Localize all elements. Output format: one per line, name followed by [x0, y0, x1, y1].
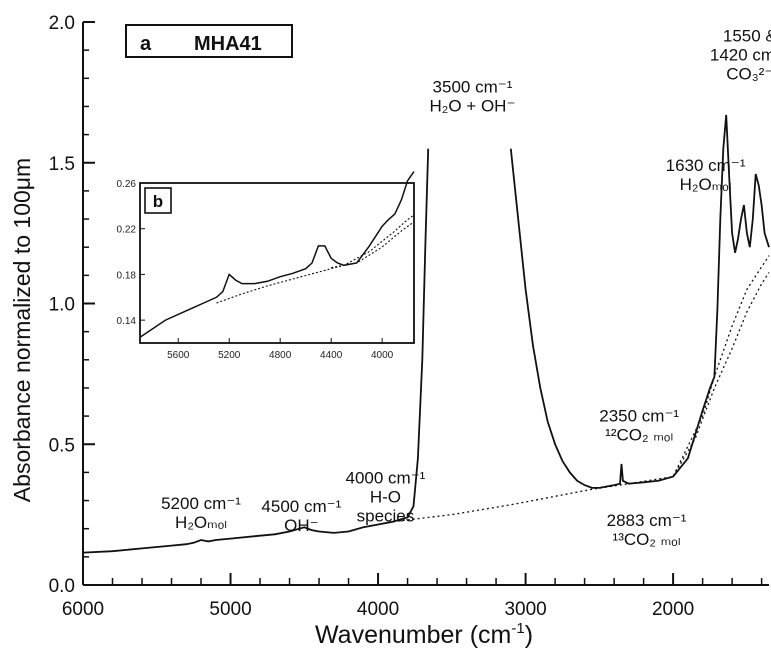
inset-y-tick-label: 0.26 — [117, 179, 137, 190]
x-axis-title-close: ) — [525, 621, 533, 649]
main-plot-area — [82, 114, 770, 554]
annotation-line: 1550 & — [723, 27, 771, 46]
x-tick-label: 4000 — [357, 599, 399, 620]
inset-frame — [139, 182, 415, 344]
inset-x-tick-label: 4000 — [371, 350, 394, 361]
y-tick-label: 1.0 — [49, 295, 75, 316]
baseline-line — [392, 255, 770, 523]
spectrum-line — [509, 114, 770, 489]
annotation-a5: 2350 cm⁻¹ ¹²CO₂ ₘₒₗ — [599, 407, 679, 445]
inset-baseline-line — [331, 221, 415, 269]
panel-label-box — [125, 24, 293, 58]
sample-label: MHA41 — [194, 33, 262, 55]
inset-y-tick-label: 0.18 — [117, 270, 137, 281]
inset-y-tick-label: 0.22 — [117, 225, 137, 236]
x-tick-label: 6000 — [62, 599, 104, 620]
inset-spectrum-line — [139, 171, 415, 338]
annotation-a1: 5200 cm⁻¹ H₂Oₘₒₗ — [161, 494, 241, 532]
annotation-line: H₂Oₘₒₗ — [680, 175, 732, 194]
y-tick-label: 0.0 — [49, 576, 75, 597]
chart-labels: a MHA41 Wavenumber (cm-1) Absorbance nor… — [9, 24, 771, 649]
annotation-line: ¹³CO₂ ₘₒₗ — [613, 530, 681, 549]
panel-label-b: b — [153, 192, 163, 211]
annotation-a3: 4000 cm⁻¹ H-O species — [346, 469, 426, 526]
y-tick-label: 1.5 — [49, 154, 75, 175]
inset-label-box — [144, 187, 172, 214]
y-axis-title: Absorbance normalized to 100μm — [9, 158, 35, 502]
annotation-line: 1630 cm⁻¹ — [666, 156, 746, 175]
annotation-line: 2350 cm⁻¹ — [599, 407, 679, 426]
x-axis-title-main: Wavenumber (cm — [315, 621, 511, 649]
annotation-line: H₂Oₘₒₗ — [175, 513, 227, 532]
x-axis-title-sup: -1 — [511, 620, 524, 637]
inset-y-tick-label: 0.14 — [117, 316, 137, 327]
panel-label-a: a — [140, 33, 152, 55]
spectrum-line — [82, 148, 430, 554]
annotation-line: ¹²CO₂ ₘₒₗ — [605, 426, 673, 445]
main-axes: 6000 5000 4000 3000 2000 0.0 0.5 1.0 1.5 2.0 — [49, 13, 769, 620]
x-tick-label: 5000 — [209, 599, 251, 620]
annotation-line: 5200 cm⁻¹ — [161, 494, 241, 513]
inset-panel-b: b 5600 5200 4800 4400 4000 0.14 0.18 0.22 0.26 — [117, 171, 415, 361]
annotation-line: H₂O + OH⁻ — [429, 96, 515, 115]
x-axis-title: Wavenumber (cm-1) — [315, 620, 533, 649]
annotation-line: 3500 cm⁻¹ — [433, 77, 513, 96]
x-tick-label: 3000 — [504, 599, 546, 620]
annotation-line: 4500 cm⁻¹ — [261, 497, 341, 516]
inset-baseline-line — [216, 214, 415, 304]
inset-x-tick-label: 5600 — [167, 350, 190, 361]
annotation-line: 4000 cm⁻¹ — [346, 469, 426, 488]
annotation-a7: 1630 cm⁻¹ H₂Oₘₒₗ — [666, 156, 746, 194]
annotation-a4: 3500 cm⁻¹ H₂O + OH⁻ — [429, 77, 515, 115]
y-tick-label: 2.0 — [49, 13, 75, 34]
baseline-line — [672, 272, 770, 477]
inset-x-tick-label: 4800 — [269, 350, 292, 361]
x-tick-label: 2000 — [652, 599, 694, 620]
annotation-a2: 4500 cm⁻¹ OH⁻ — [261, 497, 341, 535]
annotation-line: CO₃²⁻ — [726, 65, 771, 84]
annotation-line: species — [357, 507, 415, 526]
y-tick-label: 0.5 — [49, 435, 75, 456]
annotation-line: 1420 cm⁻¹ — [710, 46, 771, 65]
annotation-line: H-O — [370, 488, 401, 507]
annotation-line: OH⁻ — [284, 516, 318, 535]
annotation-line: 2883 cm⁻¹ — [607, 511, 687, 530]
annotation-a8: 1550 &1420 cm⁻¹CO₃²⁻ — [710, 27, 771, 84]
inset-x-tick-label: 5200 — [218, 350, 241, 361]
inset-x-tick-label: 4400 — [320, 350, 343, 361]
annotation-a6: 2883 cm⁻¹ ¹³CO₂ ₘₒₗ — [607, 511, 687, 549]
